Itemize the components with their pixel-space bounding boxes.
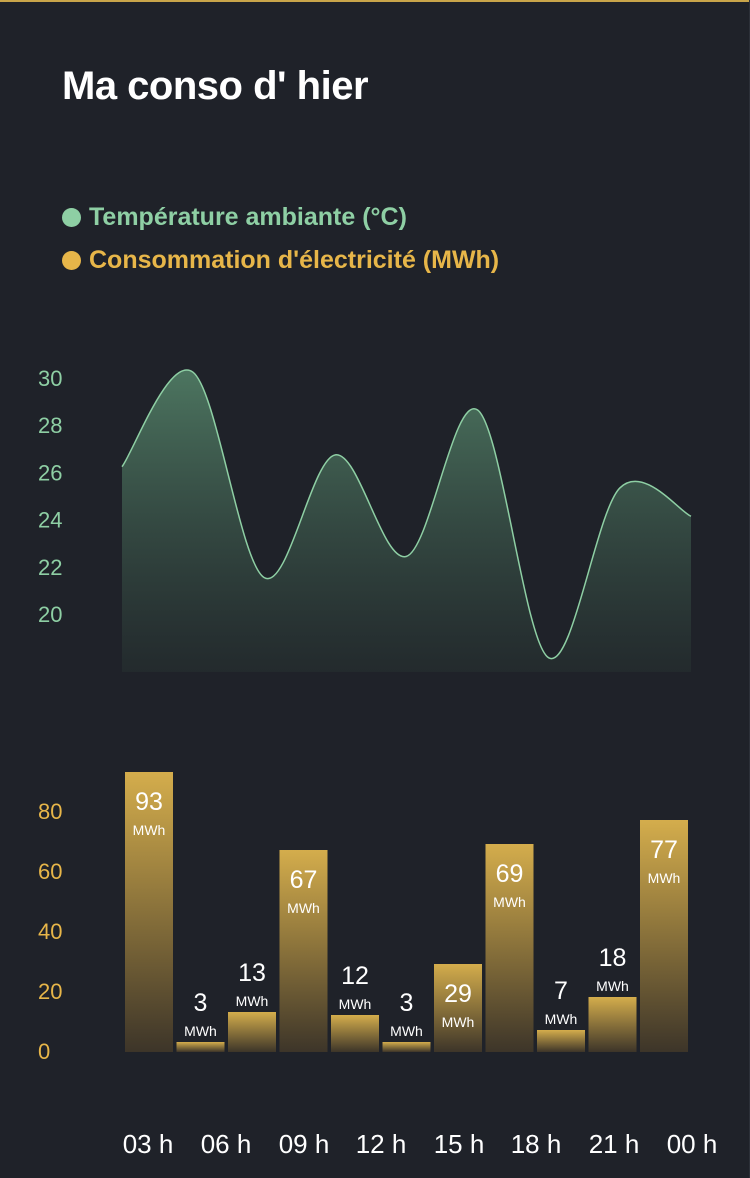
consumption-y-axis: 80 60 40 20 0 xyxy=(38,799,62,1064)
legend-item-temperature[interactable]: Température ambiante (°C) xyxy=(62,196,499,239)
y-tick-label: 40 xyxy=(38,919,62,944)
bar-value-label: 12 xyxy=(341,962,369,990)
y-tick-label: 30 xyxy=(38,366,62,391)
x-tick-label: 00 h xyxy=(667,1129,718,1159)
legend: Température ambiante (°C) Consommation d… xyxy=(62,196,499,282)
consumption-bar xyxy=(331,1015,379,1052)
bar-value-label: 18 xyxy=(599,944,627,972)
bar-value-label: 7 xyxy=(554,977,568,1005)
temperature-point xyxy=(263,576,266,579)
legend-dot-icon xyxy=(62,208,81,227)
temperature-y-axis: 30 28 26 24 22 20 xyxy=(38,366,62,627)
bar-unit-label: MWh xyxy=(648,870,681,886)
bar-value-label: 93 xyxy=(135,788,163,816)
bar-unit-label: MWh xyxy=(442,1014,475,1030)
bar-unit-label: MWh xyxy=(493,894,526,910)
legend-label: Consommation d'électricité (MWh) xyxy=(89,246,500,274)
consumption-bar xyxy=(434,964,482,1052)
bar-unit-label: MWh xyxy=(339,996,372,1012)
x-tick-label: 03 h xyxy=(123,1129,174,1159)
consumption-bar xyxy=(382,1042,431,1052)
consumption-bar xyxy=(125,772,173,1052)
y-tick-label: 24 xyxy=(38,508,62,533)
temperature-point xyxy=(334,453,337,456)
legend-item-consumption[interactable]: Consommation d'électricité (MWh) xyxy=(62,239,499,282)
temperature-point xyxy=(192,371,195,374)
consumption-bar xyxy=(640,820,688,1052)
bar-value-label: 67 xyxy=(290,866,318,894)
y-tick-label: 60 xyxy=(38,859,62,884)
temperature-area-fill xyxy=(122,369,691,672)
y-tick-label: 28 xyxy=(38,413,62,438)
bar-unit-label: MWh xyxy=(184,1023,217,1039)
y-tick-label: 80 xyxy=(38,799,62,824)
consumption-bar xyxy=(485,844,534,1052)
legend-label: Température ambiante (°C) xyxy=(89,203,407,231)
temperature-point xyxy=(618,486,621,489)
page-title: Ma conso d' hier xyxy=(62,64,369,108)
legend-dot-icon xyxy=(62,251,81,270)
consumption-bar xyxy=(537,1030,585,1052)
y-tick-label: 20 xyxy=(38,979,62,1004)
consumption-bar-series: 93 MWh 3 MWh 13 MWh 67 MWh 12 MWh 3 MWh 29 MWh 69 MWh 7 M… xyxy=(125,772,688,1052)
bar-unit-label: MWh xyxy=(236,993,269,1009)
top-accent-border xyxy=(0,0,750,2)
bar-value-label: 29 xyxy=(444,980,472,1008)
bar-value-label: 77 xyxy=(650,836,678,864)
bar-value-label: 3 xyxy=(400,989,414,1017)
consumption-bar xyxy=(279,850,328,1052)
consumption-bar xyxy=(228,1012,276,1052)
y-tick-label: 20 xyxy=(38,602,62,627)
x-tick-label: 09 h xyxy=(279,1129,330,1159)
bar-unit-label: MWh xyxy=(596,978,629,994)
y-tick-label: 0 xyxy=(38,1039,50,1064)
consumption-bar xyxy=(588,997,637,1052)
y-tick-label: 22 xyxy=(38,555,62,580)
bar-value-label: 13 xyxy=(238,959,266,987)
temperature-point xyxy=(690,515,693,518)
x-tick-label: 18 h xyxy=(511,1129,562,1159)
bar-value-label: 69 xyxy=(496,860,524,888)
temperature-point xyxy=(121,465,124,468)
bar-unit-label: MWh xyxy=(545,1011,578,1027)
temperature-area-series xyxy=(121,369,693,672)
x-tick-label: 06 h xyxy=(201,1129,252,1159)
bar-value-label: 3 xyxy=(194,989,208,1017)
consumption-bar xyxy=(176,1042,225,1052)
bar-unit-label: MWh xyxy=(133,822,166,838)
x-tick-label: 21 h xyxy=(589,1129,640,1159)
x-tick-label: 12 h xyxy=(356,1129,407,1159)
bar-unit-label: MWh xyxy=(287,900,320,916)
bar-unit-label: MWh xyxy=(390,1023,423,1039)
temperature-point xyxy=(476,409,479,412)
temperature-point xyxy=(405,555,408,558)
x-axis: 03 h 06 h 09 h 12 h 15 h 18 h 21 h 00 h xyxy=(123,1129,718,1159)
y-tick-label: 26 xyxy=(38,460,62,485)
temperature-point xyxy=(547,656,550,659)
temperature-line xyxy=(121,369,692,659)
x-tick-label: 15 h xyxy=(434,1129,485,1159)
